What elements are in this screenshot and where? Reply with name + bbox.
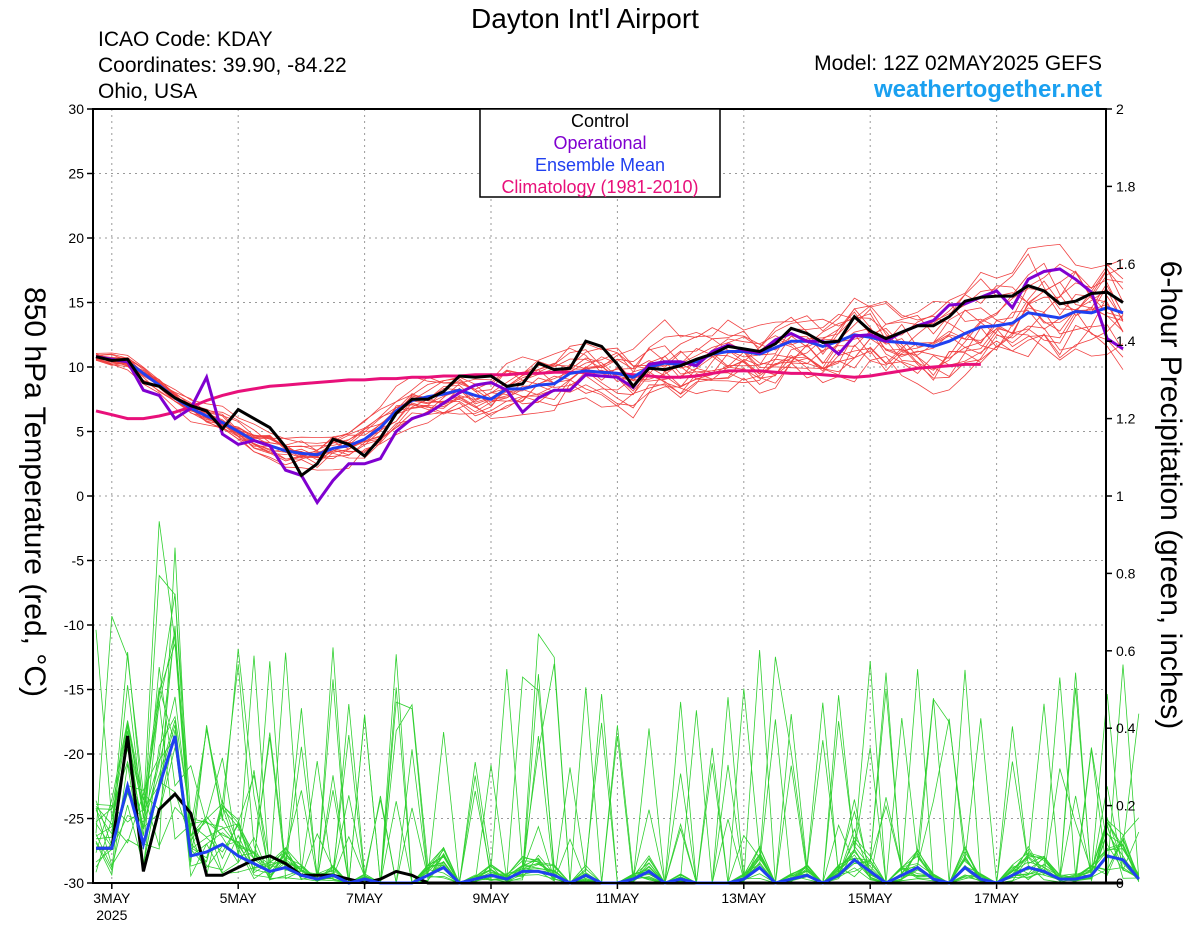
temp-line-control xyxy=(95,284,1124,478)
model-run: Model: 12Z 02MAY2025 GEFS xyxy=(814,52,1102,75)
legend-entry: Ensemble Mean xyxy=(535,155,665,175)
x-tick-label: 3MAY xyxy=(93,890,131,906)
temp-line-operational xyxy=(95,267,1124,506)
y2-tick-label: 1.6 xyxy=(1116,256,1136,272)
y-tick-label: 10 xyxy=(68,359,84,375)
x-tick-year: 2025 xyxy=(96,907,127,923)
temp-member-line xyxy=(95,306,1124,458)
y2-tick-label: 1 xyxy=(1116,488,1124,504)
y2-tick-label: 2 xyxy=(1116,101,1124,117)
y-tick-label: 5 xyxy=(76,424,84,440)
chart-title: Dayton Int'l Airport xyxy=(471,3,699,34)
y-tick-label: 20 xyxy=(68,230,84,246)
region: Ohio, USA xyxy=(98,80,198,103)
y-tick-label: 30 xyxy=(68,101,84,117)
temp-member-line xyxy=(95,268,1124,458)
y-tick-label: -5 xyxy=(72,553,85,569)
x-tick-label: 17MAY xyxy=(974,890,1020,906)
x-tick-label: 15MAY xyxy=(848,890,894,906)
temp-member-line xyxy=(95,314,1124,460)
y-tick-label: -10 xyxy=(64,617,84,633)
y2-tick-label: 0.2 xyxy=(1116,798,1136,814)
icao-code: ICAO Code: KDAY xyxy=(98,28,273,51)
legend-box xyxy=(479,108,721,198)
y-tick-label: -20 xyxy=(64,746,84,762)
legend-entry: Climatology (1981-2010) xyxy=(501,177,698,197)
temp-member-line xyxy=(95,278,1124,460)
y-tick-label: 15 xyxy=(68,295,84,311)
y2-tick-label: 0.8 xyxy=(1116,565,1136,581)
temp-member-line xyxy=(95,243,1124,452)
temp-member-line xyxy=(95,310,1124,461)
y2-tick-label: 1.4 xyxy=(1116,333,1136,349)
axis-ticks: 302520151050-5-10-15-20-25-3021.81.61.41… xyxy=(64,101,1136,923)
y2-tick-label: 1.2 xyxy=(1116,411,1136,427)
coordinates: Coordinates: 39.90, -84.22 xyxy=(98,54,347,77)
precip-member-line xyxy=(95,719,1140,884)
y2-tick-label: 0 xyxy=(1116,875,1124,891)
temp-member-line xyxy=(95,262,1124,444)
temp-member-line xyxy=(95,279,1124,468)
gridlines xyxy=(93,109,1106,883)
x-tick-label: 7MAY xyxy=(346,890,384,906)
y2-tick-label: 0.6 xyxy=(1116,643,1136,659)
y-tick-label: -25 xyxy=(64,811,84,827)
precip-members xyxy=(95,521,1140,885)
legend-entry: Control xyxy=(571,111,629,131)
y2-tick-label: 1.8 xyxy=(1116,178,1136,194)
x-tick-label: 5MAY xyxy=(220,890,258,906)
legend-entry: Operational xyxy=(553,133,646,153)
y-tick-label: -30 xyxy=(64,875,84,891)
x-tick-label: 9MAY xyxy=(472,890,510,906)
temp-member-line xyxy=(95,253,1124,450)
site-link[interactable]: weathertogether.net xyxy=(873,76,1102,103)
precip-member-line xyxy=(95,593,1140,884)
temp-line-climatology-1981-2010- xyxy=(95,362,981,421)
x-tick-label: 11MAY xyxy=(595,890,639,906)
temp-member-line xyxy=(95,281,1124,471)
y-tick-label: -15 xyxy=(64,682,84,698)
temp-member-line xyxy=(95,270,1124,451)
y-tick-label: 0 xyxy=(76,488,84,504)
x-tick-label: 13MAY xyxy=(721,890,767,906)
y-tick-label: 25 xyxy=(68,166,84,182)
temp-member-line xyxy=(95,258,1124,457)
temp-member-line xyxy=(95,263,1124,456)
y2-tick-label: 0.4 xyxy=(1116,720,1136,736)
